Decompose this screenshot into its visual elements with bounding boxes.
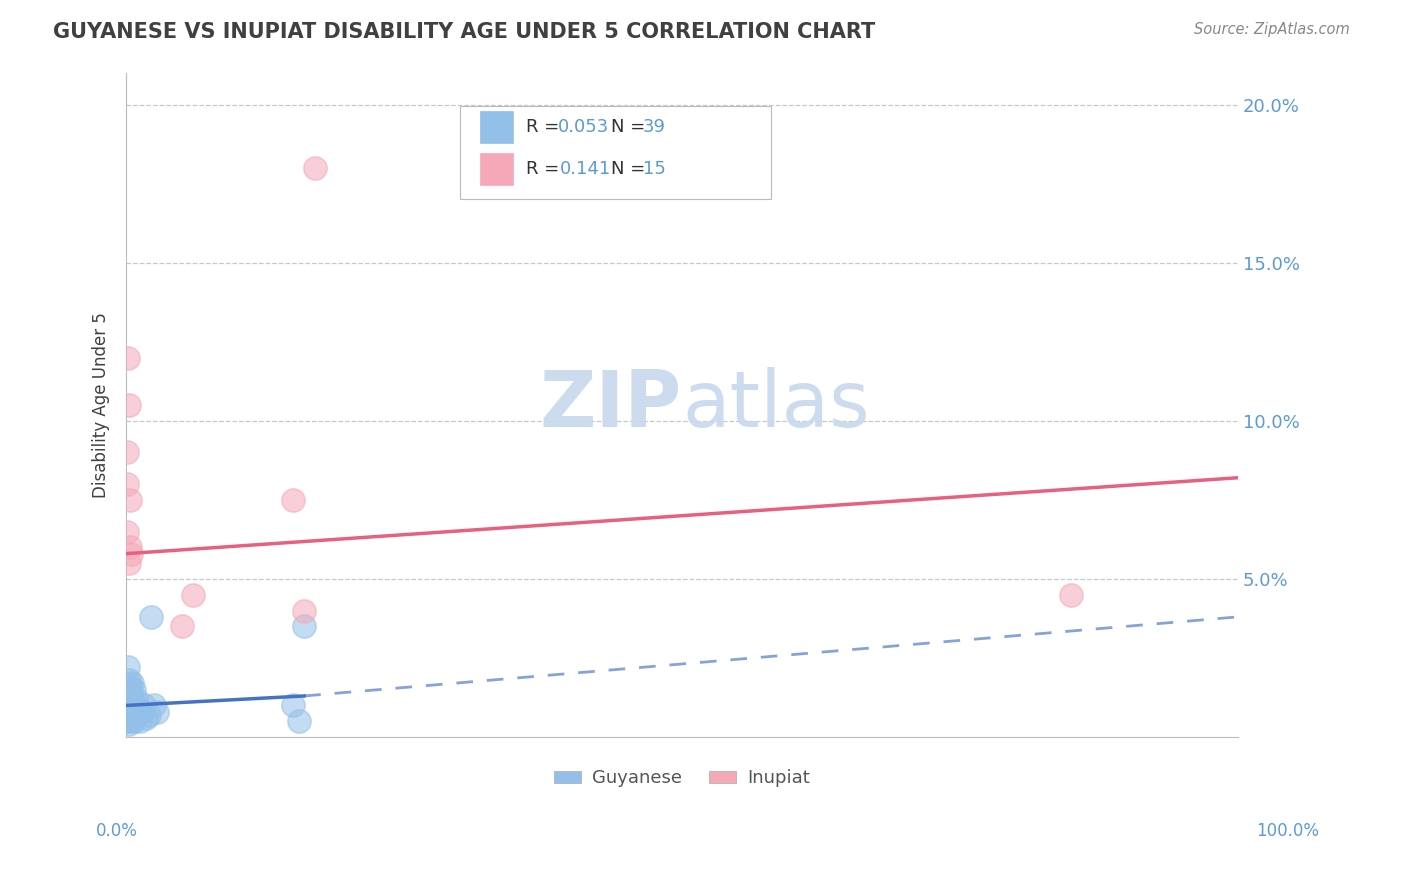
Point: [170, 619, 193, 633]
Point: [117, 351, 139, 365]
Text: 15: 15: [643, 161, 666, 178]
Point: [118, 717, 141, 731]
Text: N =: N =: [610, 119, 651, 136]
Point: [122, 682, 145, 697]
Point: [292, 619, 315, 633]
Point: [1060, 588, 1083, 602]
Text: 0.0%: 0.0%: [96, 822, 138, 840]
Point: [128, 714, 150, 729]
Point: [281, 492, 304, 507]
Point: [122, 714, 145, 729]
Point: [304, 161, 326, 175]
Point: [122, 701, 145, 715]
Point: [131, 705, 153, 719]
Point: [117, 682, 139, 697]
Point: [120, 686, 142, 700]
Text: 0.053: 0.053: [558, 119, 609, 136]
Text: R =: R =: [526, 119, 565, 136]
Point: [115, 445, 138, 459]
Point: [117, 660, 139, 674]
Point: [117, 714, 139, 729]
Point: [181, 588, 204, 602]
Point: [120, 492, 142, 507]
Point: [115, 705, 138, 719]
Point: [118, 556, 141, 570]
Point: [143, 698, 166, 713]
Point: [135, 711, 157, 725]
Point: [138, 707, 160, 722]
FancyBboxPatch shape: [479, 153, 513, 186]
Text: Source: ZipAtlas.com: Source: ZipAtlas.com: [1194, 22, 1350, 37]
Point: [121, 711, 143, 725]
Point: [292, 603, 315, 617]
Point: [132, 698, 155, 713]
FancyBboxPatch shape: [479, 112, 513, 144]
Point: [115, 692, 138, 706]
Point: [118, 541, 141, 555]
Text: N =: N =: [610, 161, 651, 178]
Point: [124, 705, 146, 719]
Point: [118, 711, 141, 725]
Point: [117, 398, 139, 412]
Point: [287, 714, 309, 729]
Legend: Guyanese, Inupiat: Guyanese, Inupiat: [547, 762, 817, 795]
Text: 100.0%: 100.0%: [1256, 822, 1319, 840]
Point: [146, 705, 169, 719]
Y-axis label: Disability Age Under 5: Disability Age Under 5: [93, 312, 110, 498]
Point: [118, 707, 141, 722]
Point: [281, 698, 304, 713]
Point: [115, 524, 138, 539]
Point: [120, 680, 142, 694]
Point: [125, 692, 148, 706]
Text: GUYANESE VS INUPIAT DISABILITY AGE UNDER 5 CORRELATION CHART: GUYANESE VS INUPIAT DISABILITY AGE UNDER…: [53, 22, 876, 42]
Point: [128, 701, 150, 715]
Point: [117, 701, 139, 715]
Point: [139, 610, 162, 624]
Text: 0.141: 0.141: [560, 161, 612, 178]
Text: ZIP: ZIP: [540, 367, 682, 443]
Point: [127, 707, 149, 722]
FancyBboxPatch shape: [460, 106, 770, 199]
Point: [121, 705, 143, 719]
Point: [120, 695, 142, 709]
Text: atlas: atlas: [682, 367, 869, 443]
Point: [120, 714, 142, 729]
Point: [118, 689, 141, 703]
Point: [121, 698, 143, 713]
Point: [121, 676, 143, 690]
Point: [118, 698, 141, 713]
Point: [117, 673, 139, 687]
Text: R =: R =: [526, 161, 571, 178]
Point: [117, 477, 139, 491]
Point: [120, 547, 142, 561]
Text: 39: 39: [643, 119, 666, 136]
Point: [120, 701, 142, 715]
